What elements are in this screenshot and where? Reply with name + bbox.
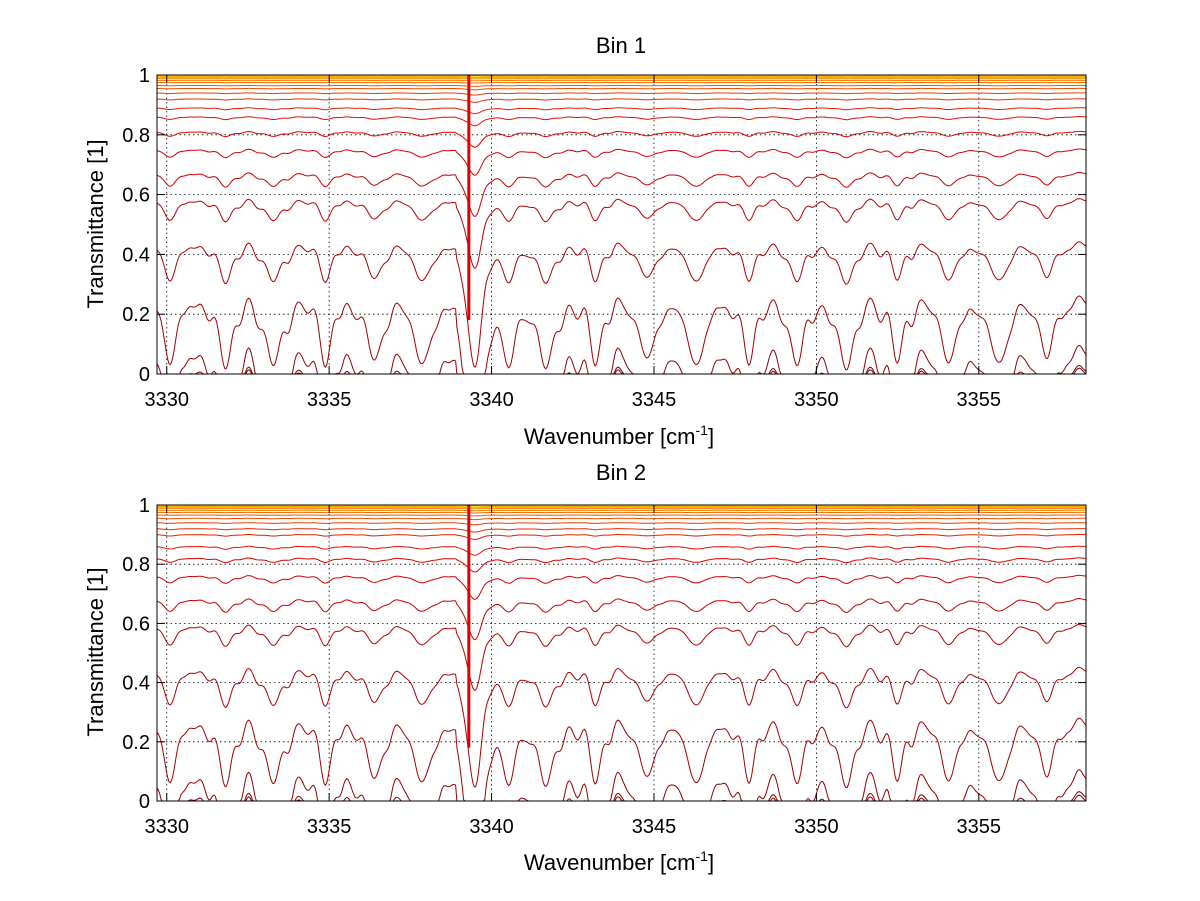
- y-tick-label: 1: [139, 495, 150, 517]
- series-line: [157, 84, 1086, 87]
- y-tick-label: 0.8: [122, 125, 150, 147]
- x-tick-label: 3335: [307, 816, 352, 838]
- x-tick-labels: 3330 3335 3340 3345 3350 3355: [144, 505, 1001, 838]
- series-line: [156, 148, 1087, 176]
- series-line: [156, 116, 1087, 127]
- grid-lines: [157, 504, 1086, 802]
- y-tick-label: 0.6: [122, 185, 150, 207]
- y-tick-labels: 0 0.2 0.4 0.6 0.8 1: [122, 65, 1086, 386]
- chart-title: Bin 1: [596, 33, 646, 58]
- axes-frame: [156, 504, 1087, 802]
- x-tick-label: 3335: [307, 389, 352, 411]
- series-line: [156, 171, 1087, 217]
- y-tick-label: 0.8: [122, 554, 150, 576]
- x-tick-label: 3330: [144, 389, 189, 411]
- y-tick-label: 0.4: [122, 673, 150, 695]
- x-tick-label: 3355: [957, 816, 1002, 838]
- series-line: [157, 98, 1086, 103]
- series-line: [157, 517, 1086, 521]
- grid-lines: [157, 74, 1086, 375]
- series-line: [157, 82, 1086, 84]
- series-line: [156, 623, 1087, 691]
- series-line: [156, 241, 1087, 368]
- y-tick-label: 0.4: [122, 244, 150, 266]
- y-tick-label: 1: [139, 65, 150, 87]
- series-line: [156, 666, 1087, 788]
- y-tick-label: 0.6: [122, 613, 150, 635]
- y-tick-label: 0: [139, 791, 150, 813]
- y-tick-label: 0.2: [122, 732, 150, 754]
- x-tick-label: 3345: [632, 816, 677, 838]
- series-line: [156, 198, 1087, 269]
- series-line: [157, 92, 1087, 96]
- x-tick-labels: 3330 3335 3340 3345 3350 3355: [144, 75, 1001, 411]
- y-axis-label: Transmittance [1]: [83, 139, 108, 308]
- series-line: [157, 87, 1086, 91]
- x-axis-label: Wavenumber [cm-1]: [524, 422, 714, 449]
- series-line: [156, 130, 1087, 148]
- series-line: [156, 522, 1086, 526]
- y-tick-label: 0.2: [122, 304, 150, 326]
- series-line: [156, 574, 1087, 600]
- x-axis-label: Wavenumber [cm-1]: [524, 848, 714, 875]
- series-line: [156, 295, 1087, 375]
- series-group: [156, 74, 1087, 375]
- panel-bin-1: Bin 1 3330 3335 3340 3345 3350 3355 0 0.2 0.4 0.…: [83, 33, 1087, 449]
- x-tick-label: 3350: [794, 816, 839, 838]
- y-axis-label: Transmittance [1]: [83, 567, 108, 736]
- x-tick-label: 3355: [957, 389, 1002, 411]
- x-tick-label: 3330: [144, 816, 189, 838]
- series-group: [156, 504, 1087, 802]
- series-line: [157, 533, 1086, 540]
- series-line: [157, 514, 1086, 517]
- x-tick-label: 3340: [469, 816, 514, 838]
- series-line: [156, 557, 1087, 573]
- x-tick-label: 3350: [794, 389, 839, 411]
- y-tick-labels: 0 0.2 0.4 0.6 0.8 1: [122, 495, 1086, 813]
- chart-title: Bin 2: [596, 460, 646, 485]
- panel-bin-2: Bin 2 3330 3335 3340 3345 3350 3355 0 0.2 0.4 0.…: [83, 460, 1087, 875]
- series-line: [156, 107, 1086, 115]
- series-line: [156, 344, 1087, 375]
- y-tick-label: 0: [139, 364, 150, 386]
- series-line: [156, 545, 1087, 556]
- x-tick-label: 3345: [632, 389, 677, 411]
- series-line: [156, 597, 1087, 641]
- series-line: [156, 717, 1087, 802]
- series-line: [156, 769, 1087, 802]
- series-line: [157, 511, 1086, 514]
- x-tick-label: 3340: [469, 389, 514, 411]
- series-line: [157, 528, 1086, 533]
- axes-frame: [156, 74, 1087, 375]
